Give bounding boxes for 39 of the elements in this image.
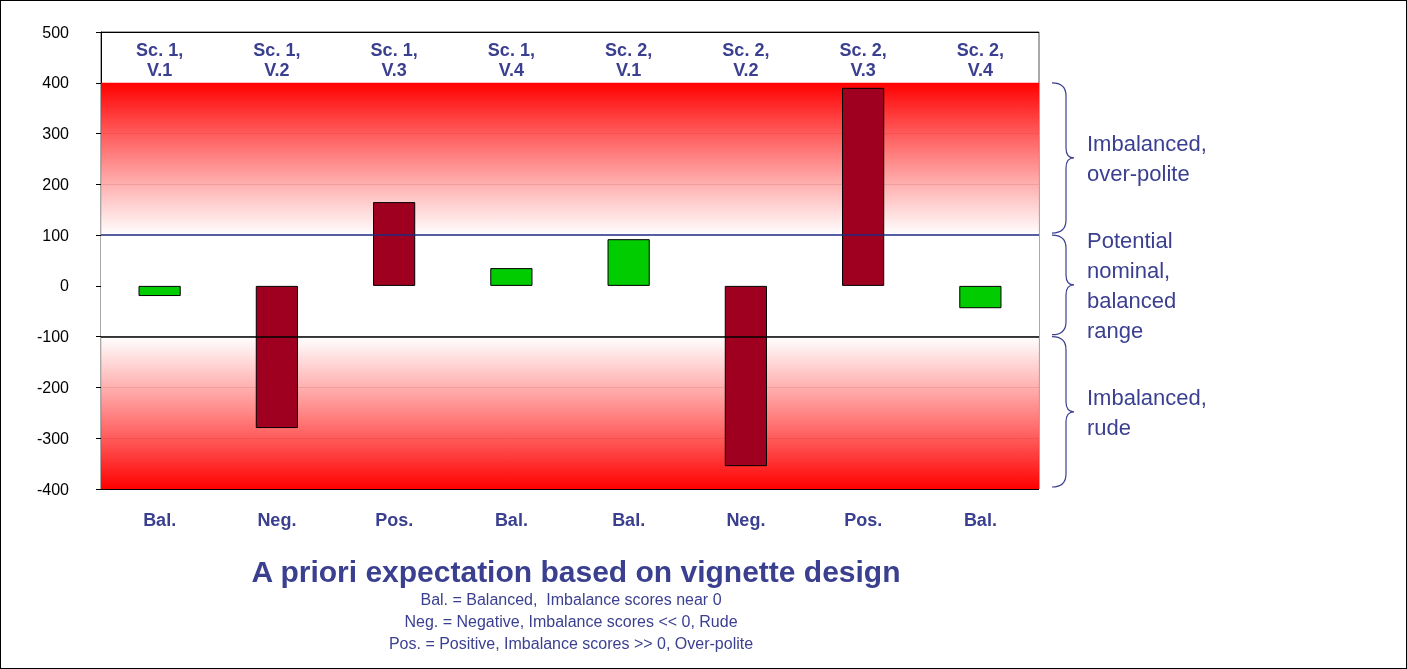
text: Neg.: [726, 510, 766, 530]
text: Bal.: [612, 510, 646, 530]
y-tick-label: -300: [36, 429, 70, 447]
bar: [138, 285, 181, 297]
x-tick-label: Sc. 2, V.2: [722, 40, 770, 80]
x-tick-label: Sc. 2, V.4: [956, 40, 1004, 80]
text: Bal.: [494, 510, 528, 530]
bar: [842, 87, 885, 286]
bar: [959, 285, 1002, 309]
x-tick-label: Sc. 1, V.2: [253, 40, 301, 80]
y-tick-label: 200: [42, 175, 70, 193]
text: Pos.: [844, 510, 883, 530]
y-tick-label: -400: [36, 480, 70, 498]
x-tick-label: Sc. 2, V.3: [839, 40, 887, 80]
x-tick-label: Sc. 1, V.3: [370, 40, 418, 80]
y-tick-label: -200: [36, 378, 70, 396]
band-label: Potential nominal, balanced range: [1087, 228, 1177, 344]
text: Bal.: [963, 510, 997, 530]
band-label: Imbalanced, over-polite: [1087, 131, 1207, 187]
text: A priori expectation based on vignette design: [251, 554, 901, 588]
text: Pos.: [375, 510, 414, 530]
text: Bal. = Balanced, Imbalance scores near 0: [420, 590, 722, 608]
bar: [373, 202, 416, 286]
y-tick-label: 300: [42, 125, 70, 143]
y-tick-label: 0: [60, 277, 70, 295]
y-tick-label: 500: [42, 23, 70, 41]
band-label: Imbalanced, rude: [1087, 385, 1207, 441]
text: Neg.: [257, 510, 297, 530]
y-tick-label: 100: [42, 226, 70, 244]
bar: [490, 268, 533, 286]
y-tick-label: 400: [42, 74, 70, 92]
x-tick-label: Sc. 1, V.4: [487, 40, 535, 80]
x-tick-label: Sc. 2, V.1: [605, 40, 653, 80]
text: Pos. = Positive, Imbalance scores >> 0, Over-polite: [388, 634, 754, 652]
bar: [607, 239, 650, 286]
text: Neg. = Negative, Imbalance scores << 0, Rude: [404, 612, 738, 630]
x-tick-label: Sc. 1, V.1: [136, 40, 184, 80]
y-tick-label: -100: [36, 328, 70, 346]
text: Bal.: [143, 510, 177, 530]
